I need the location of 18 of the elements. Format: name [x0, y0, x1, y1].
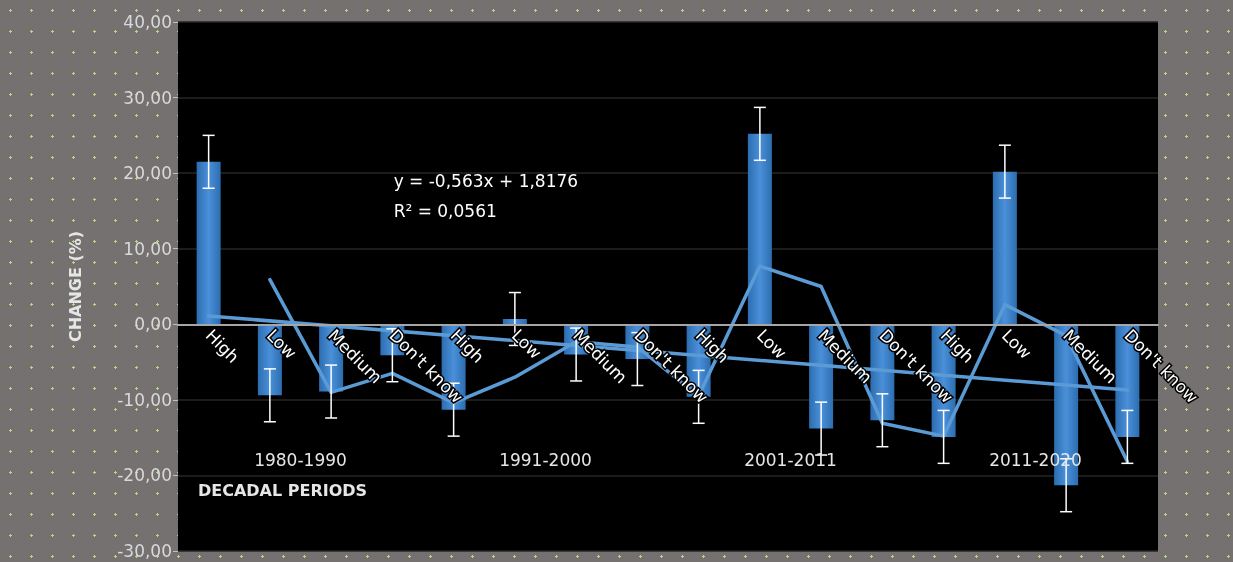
y-axis-title: CHANGE (%) — [65, 230, 85, 343]
bar — [196, 161, 221, 325]
annotation: y = -0,563x + 1,8176 — [393, 170, 579, 191]
y-tick-label: 0,00 — [134, 314, 172, 335]
x-axis-title: DECADAL PERIODS — [198, 480, 368, 500]
y-tick-label: 20,00 — [123, 163, 172, 184]
annotation: 1991-2000 — [499, 449, 592, 470]
y-tick-label: -20,00 — [117, 465, 172, 486]
y-tick-label: -10,00 — [117, 389, 172, 410]
y-tick-label: 40,00 — [123, 12, 172, 32]
annotation: 2001-2011 — [744, 449, 837, 470]
bar — [747, 133, 772, 325]
y-tick-label: -30,00 — [117, 541, 172, 561]
y-tick-label: 30,00 — [123, 87, 172, 108]
y-tick-label: 10,00 — [123, 238, 172, 259]
annotation: R² = 0,0561 — [393, 200, 497, 221]
bar — [992, 171, 1017, 325]
annotation: 1980-1990 — [254, 449, 347, 470]
